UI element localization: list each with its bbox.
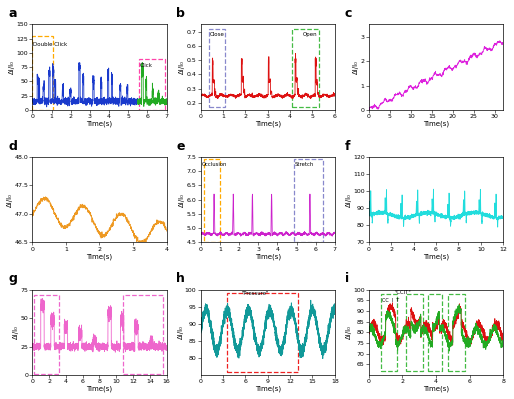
Text: a: a [8, 7, 17, 20]
Y-axis label: ΔI/I₀: ΔI/I₀ [7, 193, 13, 207]
Bar [204, 159, 221, 242]
Text: i: i [345, 272, 349, 285]
X-axis label: Time(s): Time(s) [254, 120, 281, 127]
Bar [32, 36, 53, 110]
Y-axis label: ΔI/I₀: ΔI/I₀ [13, 325, 19, 339]
Y-axis label: ΔI/I₀: ΔI/I₀ [179, 193, 185, 207]
Text: Double Click: Double Click [33, 42, 67, 47]
Bar [448, 294, 465, 371]
Bar [406, 294, 423, 371]
Bar [227, 293, 298, 371]
X-axis label: Time(s): Time(s) [254, 385, 281, 392]
Bar [34, 295, 59, 374]
Y-axis label: ΔI/I₀: ΔI/I₀ [177, 325, 183, 339]
Text: b: b [176, 7, 186, 20]
Text: e: e [176, 140, 185, 153]
Text: "Pressure": "Pressure" [242, 290, 269, 296]
Bar [209, 29, 225, 107]
Text: Stretch: Stretch [295, 162, 314, 166]
Text: g: g [8, 272, 17, 285]
Text: Click: Click [140, 63, 153, 68]
Text: Open: Open [302, 32, 317, 37]
Text: Close: Close [210, 32, 225, 37]
Text: d: d [8, 140, 17, 153]
X-axis label: Time(s): Time(s) [254, 253, 281, 259]
Y-axis label: ΔI/I₀: ΔI/I₀ [346, 325, 352, 339]
Y-axis label: ΔI/I₀: ΔI/I₀ [353, 60, 359, 74]
Text: Occlusion: Occlusion [201, 162, 227, 166]
Y-axis label: ΔI/I₀: ΔI/I₀ [9, 60, 15, 74]
X-axis label: Time(s): Time(s) [86, 253, 113, 259]
Text: "CCIT": "CCIT" [394, 290, 411, 295]
Text: c: c [345, 7, 352, 20]
Text: f: f [345, 140, 350, 153]
Text: h: h [176, 272, 186, 285]
Bar [139, 59, 164, 110]
Bar [292, 29, 319, 107]
X-axis label: Time(s): Time(s) [86, 385, 113, 392]
Bar [381, 294, 397, 371]
X-axis label: Time(s): Time(s) [423, 385, 449, 392]
X-axis label: Time(s): Time(s) [423, 253, 449, 259]
Y-axis label: ΔI/I₀: ΔI/I₀ [345, 193, 352, 207]
Bar [123, 295, 163, 374]
X-axis label: Time(s): Time(s) [423, 120, 449, 127]
Bar [429, 294, 442, 371]
Y-axis label: ΔI/I₀: ΔI/I₀ [179, 60, 185, 74]
X-axis label: Time(s): Time(s) [86, 120, 113, 127]
Text: CC  I  T: CC I T [382, 298, 399, 303]
Bar [294, 159, 323, 242]
